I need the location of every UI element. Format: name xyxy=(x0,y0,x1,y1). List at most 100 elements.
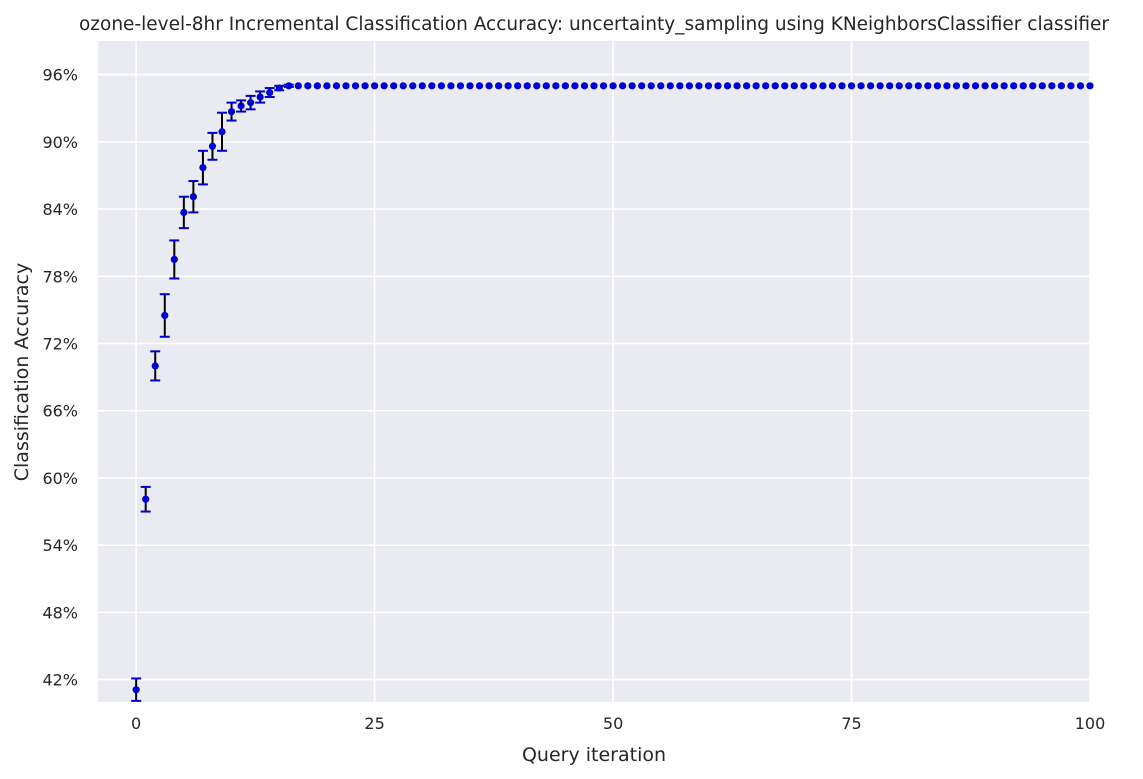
data-point xyxy=(743,82,751,90)
y-tick-label: 42% xyxy=(42,671,78,690)
data-point xyxy=(247,99,255,107)
y-tick-label: 72% xyxy=(42,334,78,353)
data-point xyxy=(1048,82,1056,90)
data-point xyxy=(695,82,703,90)
data-point xyxy=(771,82,779,90)
data-point xyxy=(466,82,474,90)
chart-title: ozone-level-8hr Incremental Classificati… xyxy=(79,14,1109,35)
data-point xyxy=(685,82,693,90)
data-point xyxy=(905,82,913,90)
data-point xyxy=(351,82,360,90)
data-point xyxy=(266,88,274,97)
data-point xyxy=(542,82,550,90)
data-point xyxy=(619,82,627,90)
data-point xyxy=(828,82,837,90)
x-tick-label: 50 xyxy=(603,714,623,733)
data-point xyxy=(552,82,560,90)
data-point xyxy=(447,82,455,90)
y-tick-label: 66% xyxy=(42,402,78,421)
data-point xyxy=(867,82,875,90)
x-tick-label: 0 xyxy=(131,714,141,733)
data-point xyxy=(399,82,407,90)
data-point xyxy=(800,82,808,90)
data-point xyxy=(151,362,159,370)
data-point xyxy=(533,82,541,90)
data-point xyxy=(857,82,865,90)
data-point xyxy=(847,82,856,90)
data-point xyxy=(762,82,770,90)
data-point xyxy=(275,84,283,92)
data-point xyxy=(914,82,922,90)
x-tick-label: 75 xyxy=(841,714,861,733)
data-point xyxy=(590,82,598,90)
y-tick-labels: 42% 48% 54% 60% 66% 72% 78% 84% 90% 96% xyxy=(42,66,78,690)
data-point xyxy=(361,82,369,90)
y-tick-label: 54% xyxy=(42,536,78,555)
y-axis-title: Classification Accuracy xyxy=(11,263,33,482)
data-point xyxy=(886,82,894,90)
data-point xyxy=(714,82,722,90)
data-point xyxy=(256,93,264,101)
data-point xyxy=(561,82,569,90)
data-point xyxy=(838,82,846,90)
data-point xyxy=(294,82,302,90)
y-tick-label: 48% xyxy=(42,603,78,622)
data-point xyxy=(428,82,436,90)
data-point xyxy=(790,82,798,90)
data-point xyxy=(647,82,655,90)
data-point xyxy=(1010,82,1018,90)
data-point xyxy=(304,82,312,90)
data-point xyxy=(876,82,884,90)
data-point xyxy=(285,82,293,90)
data-point xyxy=(409,82,417,90)
data-point xyxy=(704,82,713,90)
data-point xyxy=(943,82,951,90)
data-point xyxy=(218,128,226,136)
data-point xyxy=(962,82,970,90)
data-point xyxy=(752,82,760,90)
data-point xyxy=(1086,82,1094,90)
data-point xyxy=(781,82,789,90)
data-point xyxy=(571,82,579,90)
data-point xyxy=(666,82,674,90)
data-point xyxy=(895,82,903,90)
data-point xyxy=(180,208,188,217)
data-point xyxy=(809,82,817,90)
data-point xyxy=(1076,82,1085,90)
data-point xyxy=(142,495,150,503)
y-tick-label: 60% xyxy=(42,469,78,488)
data-point xyxy=(1019,82,1027,90)
data-point xyxy=(580,82,589,90)
data-point xyxy=(456,82,465,90)
x-tick-label: 25 xyxy=(364,714,384,733)
data-point xyxy=(971,82,980,90)
data-point xyxy=(676,82,684,90)
data-point xyxy=(1029,82,1037,90)
data-point xyxy=(599,82,608,90)
data-point xyxy=(208,142,217,150)
data-point xyxy=(609,82,617,90)
data-point xyxy=(638,82,646,90)
data-point xyxy=(504,82,512,90)
data-point xyxy=(933,82,941,90)
data-point xyxy=(657,82,665,90)
x-tick-labels: 0 25 50 75 100 xyxy=(131,714,1105,733)
data-point xyxy=(485,82,493,90)
data-point xyxy=(313,82,321,90)
data-point xyxy=(733,82,741,90)
data-point xyxy=(390,82,398,90)
grid-lines xyxy=(98,41,1091,702)
data-point xyxy=(819,82,827,90)
data-point xyxy=(418,82,426,90)
data-point xyxy=(437,82,445,90)
data-point xyxy=(380,82,388,90)
plot-area xyxy=(98,41,1090,702)
data-point xyxy=(371,82,379,90)
data-point xyxy=(227,107,236,116)
y-tick-label: 84% xyxy=(42,200,78,219)
data-point xyxy=(323,82,331,90)
data-point xyxy=(475,82,484,90)
data-point xyxy=(952,82,961,90)
data-point xyxy=(332,82,341,90)
